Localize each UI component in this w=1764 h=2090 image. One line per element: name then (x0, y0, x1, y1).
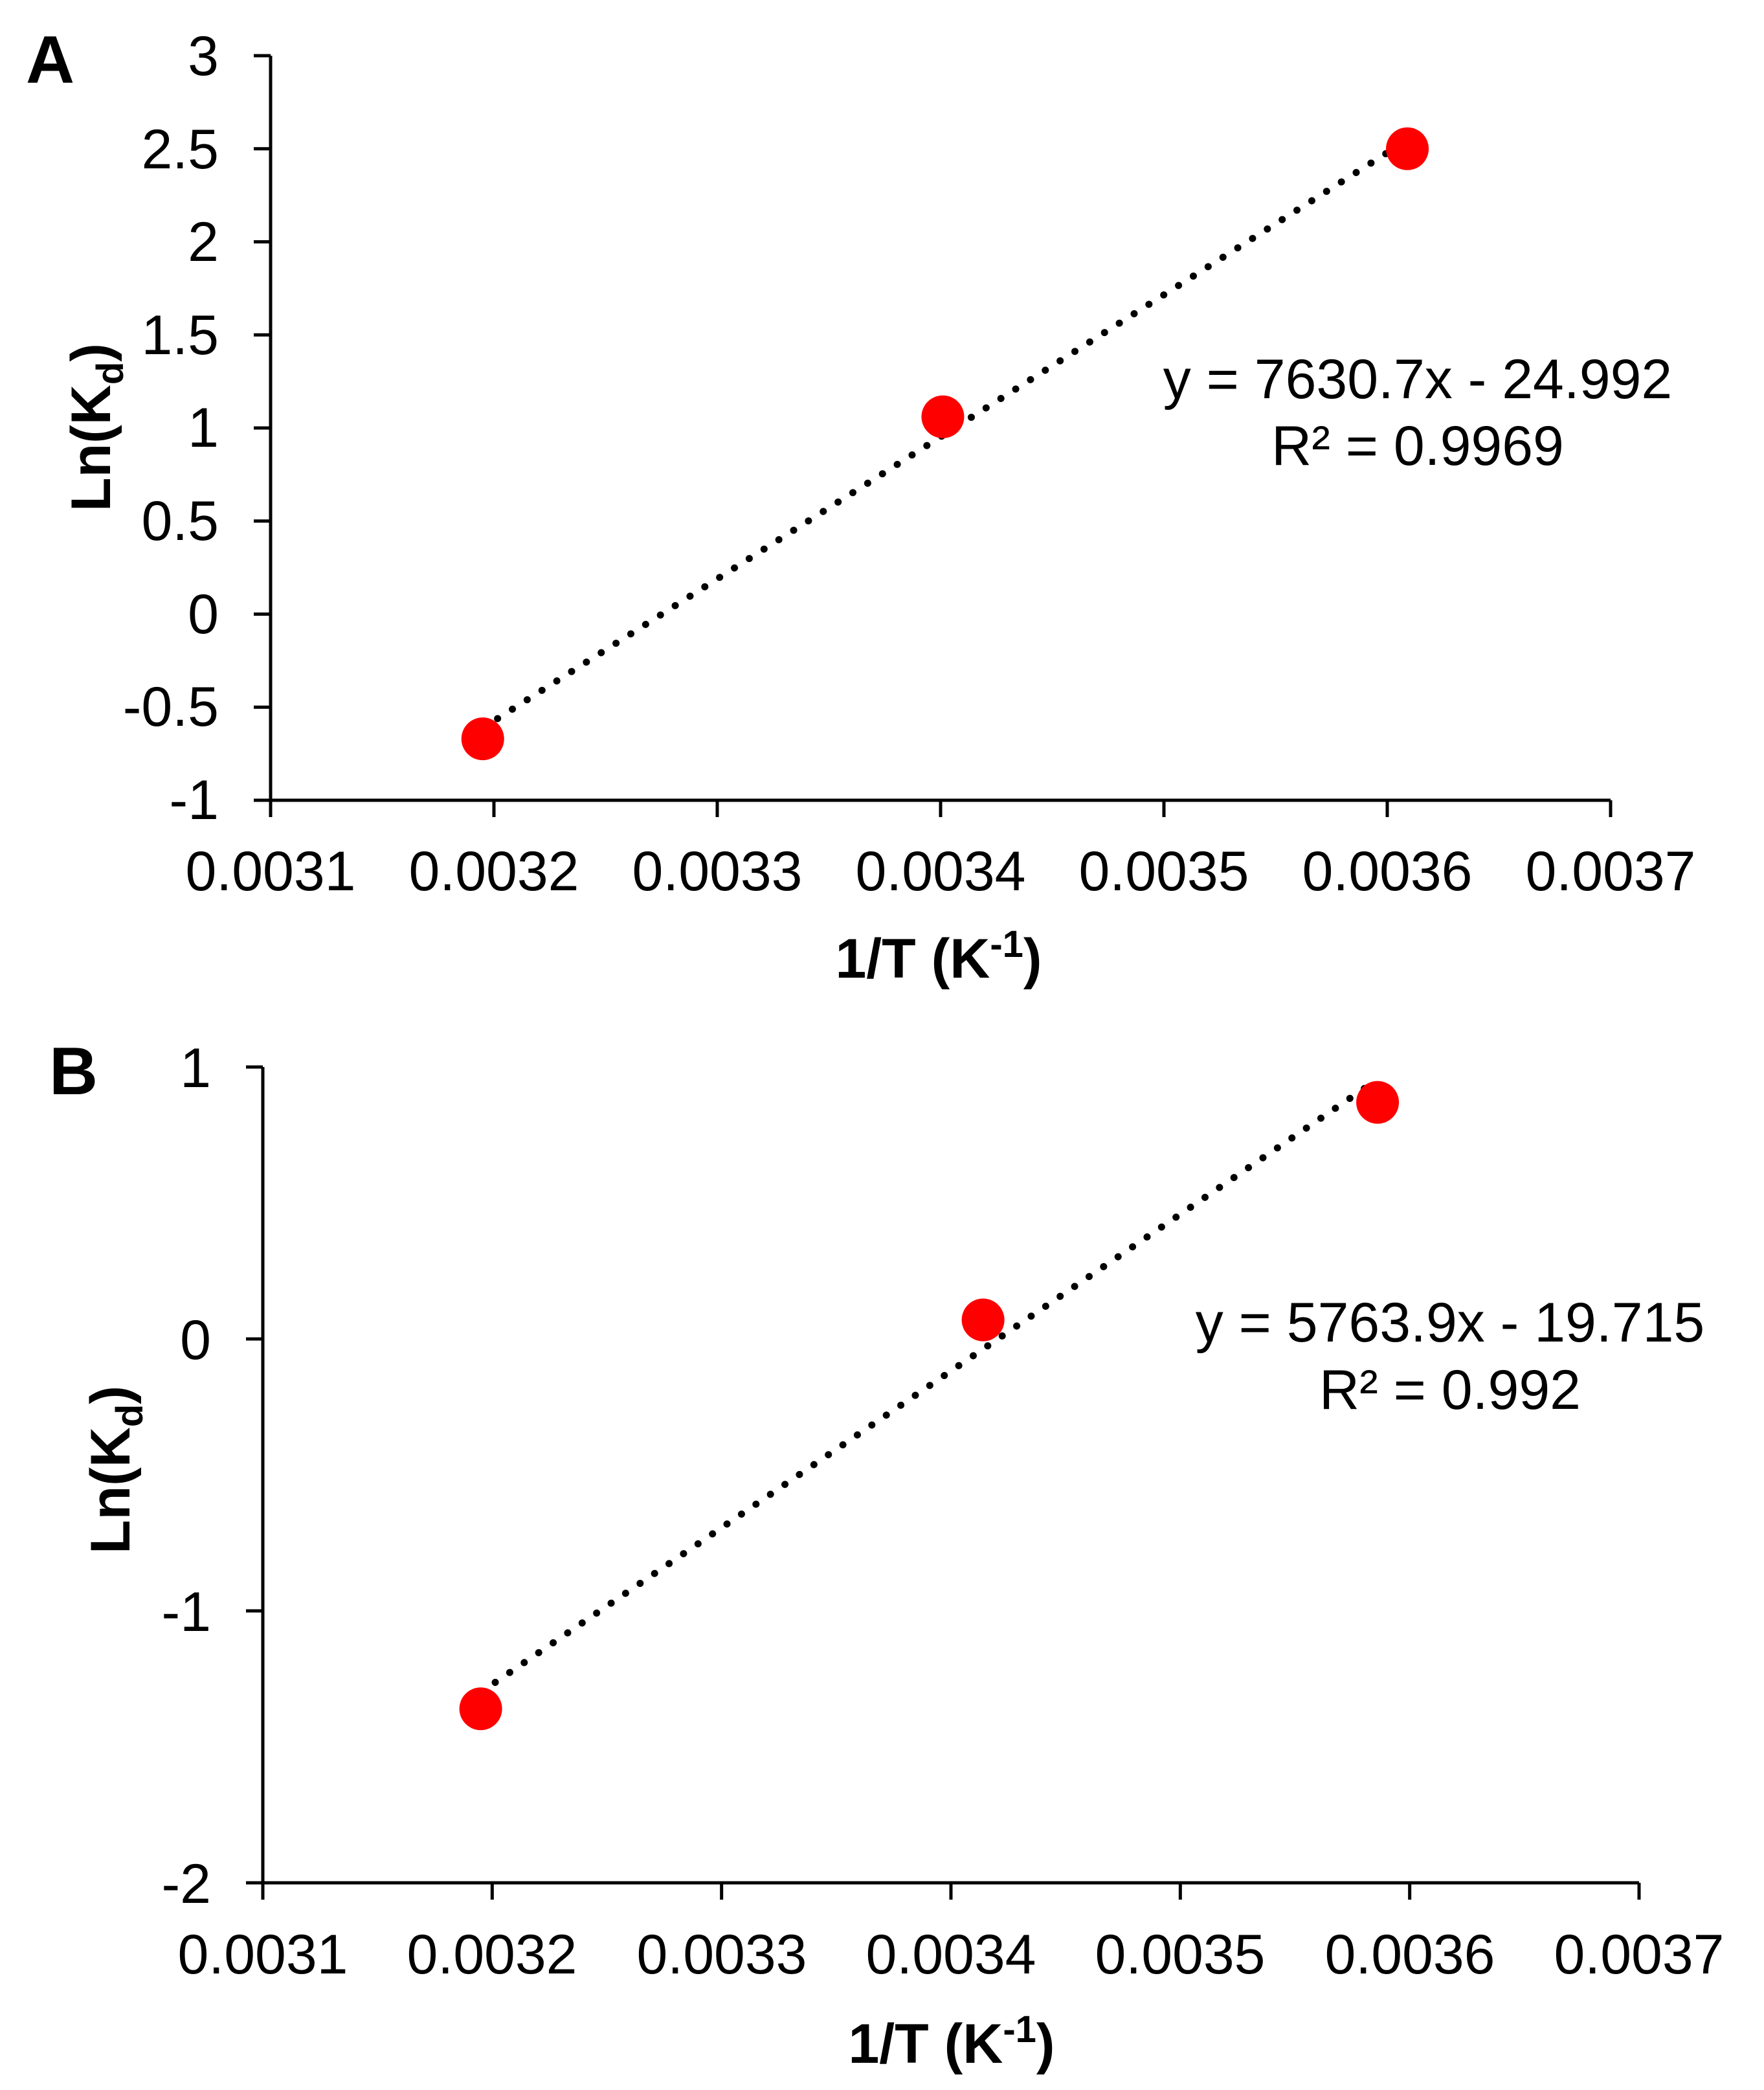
r-squared-b: R² = 0.992 (1319, 1359, 1581, 1421)
y-tick-labels-a: 3 2.5 2 1.5 1 0.5 0 -0.5 -1 (123, 25, 219, 831)
data-point (1386, 127, 1429, 170)
x-tick-label: 0.0031 (185, 840, 355, 903)
plot-area-a (254, 54, 1613, 817)
x-tick-label: 0.0036 (1324, 1924, 1495, 1986)
x-tick-label: 0.0036 (1302, 840, 1472, 903)
data-point (921, 395, 965, 438)
y-tick-label: 0 (188, 583, 219, 646)
trendline-group-a (479, 136, 1411, 732)
y-axis-title-a: Ln(Kd) (60, 343, 131, 511)
data-points-a (461, 127, 1429, 761)
panel-a: A 3 2.5 2 1.5 1 0.5 0 -0.5 -1 0.0031 0.0… (26, 23, 1696, 990)
y-tick-label: 0.5 (141, 490, 219, 552)
y-tick-label: 1 (180, 1037, 211, 1099)
y-tick-label: -2 (162, 1853, 211, 1915)
y-axis-title-b: Ln(Kd) (80, 1386, 151, 1554)
tick-marks-b (246, 1065, 1641, 1900)
trendline (477, 1075, 1381, 1696)
y-tick-labels-b: 1 0 -1 -2 (162, 1037, 211, 1915)
x-tick-labels-b: 0.0031 0.0032 0.0033 0.0034 0.0035 0.003… (177, 1924, 1724, 1986)
data-point (459, 1687, 502, 1731)
x-axis-title-tail: ) (1023, 928, 1042, 990)
x-tick-label: 0.0031 (177, 1924, 348, 1986)
y-tick-label: 1.5 (141, 304, 219, 366)
y-tick-label: -1 (162, 1581, 211, 1643)
y-tick-label: -1 (170, 769, 219, 831)
x-tick-label: 0.0037 (1525, 840, 1695, 903)
trendline (479, 136, 1411, 732)
tick-marks-a (254, 54, 1613, 817)
y-tick-label: 0 (180, 1309, 211, 1371)
y-tick-label: 3 (188, 25, 219, 87)
x-tick-label: 0.0035 (1095, 1924, 1265, 1986)
y-axis-title-sub: d (89, 362, 131, 385)
trendline-equation-a: y = 7630.7x - 24.992 (1163, 348, 1673, 410)
x-axis-title-sup: -1 (1003, 2008, 1036, 2051)
x-tick-label: 0.0034 (865, 1924, 1036, 1986)
data-point (1356, 1081, 1400, 1124)
data-point (961, 1298, 1005, 1342)
trendline-equation-b: y = 5763.9x - 19.715 (1196, 1292, 1705, 1354)
x-axis-title-tail: ) (1036, 2013, 1055, 2075)
r-squared-a: R² = 0.9969 (1271, 415, 1564, 477)
panel-label-a: A (26, 23, 74, 98)
y-tick-label: -0.5 (123, 676, 219, 738)
y-tick-label: 2 (188, 211, 219, 273)
data-point (461, 717, 504, 761)
y-axis-title-main: Ln(K (60, 385, 122, 511)
y-tick-label: 1 (188, 397, 219, 459)
trendline-group-b (477, 1075, 1381, 1696)
x-tick-label: 0.0032 (408, 840, 579, 903)
x-axis-title-a: 1/T (K-1) (835, 923, 1042, 990)
y-axis-title-main: Ln(K (80, 1427, 142, 1554)
x-axis-title-main: 1/T (K (835, 928, 990, 990)
x-axis-title-main: 1/T (K (848, 2013, 1003, 2075)
x-tick-label: 0.0032 (407, 1924, 577, 1986)
x-tick-label: 0.0037 (1554, 1924, 1724, 1986)
plot-area-b (246, 1065, 1641, 1900)
panel-label-b: B (49, 1034, 98, 1109)
y-tick-label: 2.5 (141, 118, 219, 181)
y-axis-title-tail: ) (60, 343, 122, 362)
x-axis-title-b: 1/T (K-1) (848, 2008, 1055, 2075)
y-axis-title-sub: d (109, 1404, 151, 1427)
x-tick-label: 0.0035 (1078, 840, 1249, 903)
data-points-b (459, 1081, 1400, 1731)
x-tick-labels-a: 0.0031 0.0032 0.0033 0.0034 0.0035 0.003… (185, 840, 1695, 903)
x-tick-label: 0.0033 (632, 840, 802, 903)
x-tick-label: 0.0033 (636, 1924, 807, 1986)
x-axis-title-sup: -1 (990, 923, 1023, 965)
y-axis-title-tail: ) (80, 1386, 142, 1404)
x-tick-label: 0.0034 (855, 840, 1025, 903)
panel-b: B 1 0 -1 -2 0.0031 0.0032 0.0033 0.0034 … (49, 1034, 1725, 2075)
